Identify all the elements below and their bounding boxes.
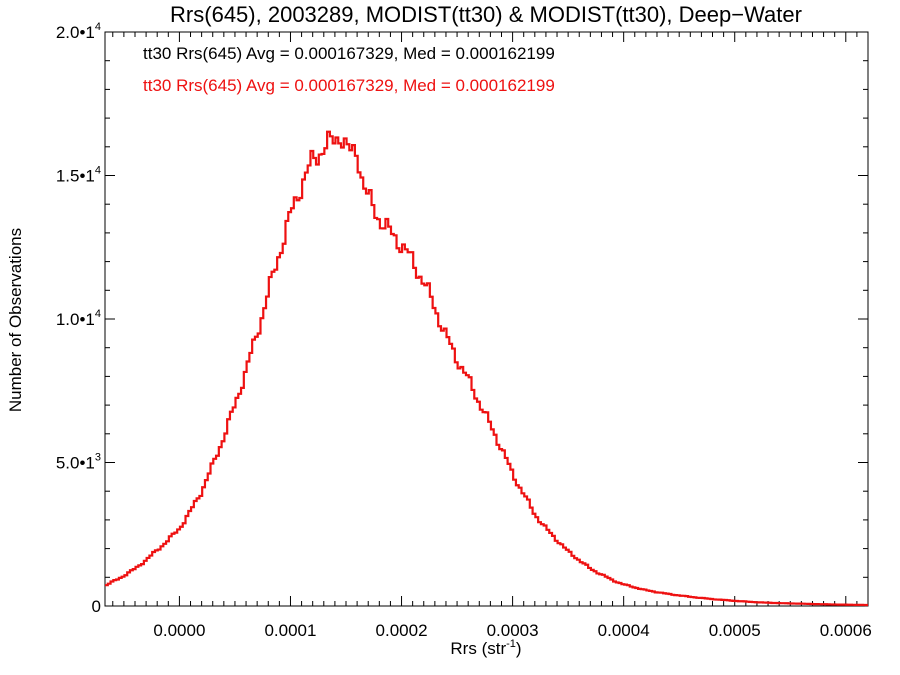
- x-tick-label: 0.0004: [598, 621, 650, 640]
- x-tick-label: 0.0001: [264, 621, 316, 640]
- y-tick-exponent: 4: [95, 165, 101, 177]
- y-tick-label: 0: [92, 597, 101, 616]
- y-tick-mantissa: 1.5•1: [56, 167, 95, 186]
- y-tick-mantissa: 0: [92, 597, 101, 616]
- x-axis-label: Rrs (str-1): [450, 638, 521, 658]
- annotation-black: tt30 Rrs(645) Avg = 0.000167329, Med = 0…: [143, 44, 555, 63]
- annotation-red: tt30 Rrs(645) Avg = 0.000167329, Med = 0…: [143, 76, 555, 95]
- x-tick-label: 0.0002: [376, 621, 428, 640]
- y-tick-mantissa: 5.0•1: [56, 454, 95, 473]
- y-tick-exponent: 3: [95, 452, 101, 464]
- y-tick-label: 5.0•13: [56, 452, 101, 473]
- x-axis-ticks: 0.0000 0.0001 0.0002 0.0003 0.0004 0.0005 0.00…: [112, 32, 872, 640]
- series-0-histogram: [105, 130, 868, 607]
- y-tick-exponent: 4: [95, 308, 101, 320]
- x-tick-label: 0.0005: [709, 621, 761, 640]
- x-tick-label: 0.0003: [487, 621, 539, 640]
- x-axis-label-main: Rrs (str: [450, 639, 506, 658]
- y-axis-ticks: 05.0•131.0•141.5•142.0•14: [56, 21, 868, 616]
- x-tick-label: 0.0000: [153, 621, 205, 640]
- x-axis-label-exponent: -1: [506, 638, 516, 650]
- y-axis-label: Number of Observations: [6, 228, 25, 412]
- y-tick-mantissa: 2.0•1: [56, 23, 95, 42]
- y-tick-exponent: 4: [95, 21, 101, 33]
- y-tick-mantissa: 1.0•1: [56, 310, 95, 329]
- x-tick-label: 0.0006: [820, 621, 872, 640]
- plot-frame: [104, 31, 869, 607]
- y-tick-label: 1.5•14: [56, 165, 101, 186]
- chart-title: Rrs(645), 2003289, MODIST(tt30) & MODIST…: [170, 2, 802, 27]
- y-tick-label: 1.0•14: [56, 308, 101, 329]
- x-axis-label-close: ): [516, 639, 522, 658]
- y-tick-label: 2.0•14: [56, 21, 101, 42]
